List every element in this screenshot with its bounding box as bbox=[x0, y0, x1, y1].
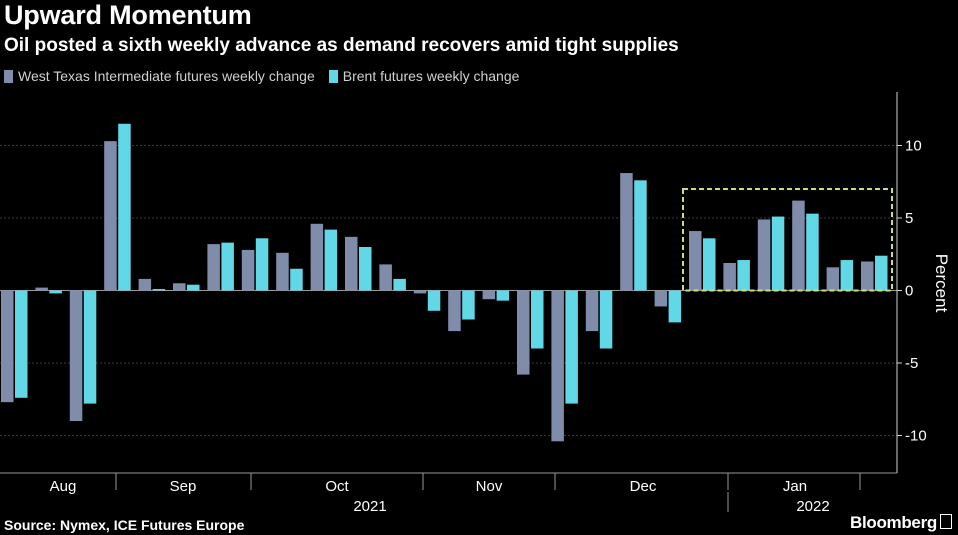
legend: West Texas Intermediate futures weekly c… bbox=[4, 68, 519, 84]
bar-wti bbox=[345, 236, 358, 291]
bar-brent bbox=[531, 290, 544, 349]
y-tick-label: -5 bbox=[905, 355, 918, 372]
bar-brent bbox=[118, 123, 131, 291]
bar-wti bbox=[723, 262, 736, 291]
bar-brent bbox=[359, 247, 372, 291]
bar-wti bbox=[69, 290, 83, 421]
legend-label-brent: Brent futures weekly change bbox=[342, 68, 520, 84]
bar-wti bbox=[654, 290, 668, 307]
y-tick-label: 10 bbox=[905, 138, 922, 155]
bar-wti bbox=[620, 173, 633, 291]
bar-wti bbox=[241, 249, 255, 291]
bar-wti bbox=[138, 278, 152, 291]
legend-label-wti: West Texas Intermediate futures weekly c… bbox=[18, 68, 315, 84]
bar-wti bbox=[104, 141, 117, 291]
bar-wti bbox=[310, 223, 324, 291]
x-month-label: Dec bbox=[630, 478, 657, 495]
bar-brent bbox=[806, 213, 819, 291]
bar-brent bbox=[393, 278, 406, 291]
brand-mark-icon bbox=[940, 514, 952, 529]
bar-wti bbox=[482, 290, 496, 300]
x-year-label: 2021 bbox=[353, 498, 386, 515]
bar-brent bbox=[187, 284, 200, 291]
brand-logo: Bloomberg bbox=[850, 513, 952, 533]
bar-brent bbox=[771, 216, 785, 291]
bar-brent bbox=[840, 260, 854, 291]
bar-brent bbox=[462, 290, 475, 320]
brand-name: Bloomberg bbox=[849, 513, 937, 532]
bar-wti bbox=[379, 264, 392, 291]
bar-brent bbox=[668, 290, 682, 323]
y-tick-label: 0 bbox=[905, 283, 913, 300]
bar-wti bbox=[585, 290, 599, 332]
bar-brent bbox=[152, 289, 166, 291]
y-tick-label: -10 bbox=[905, 428, 927, 445]
bar-brent bbox=[255, 238, 269, 291]
bar-brent bbox=[496, 290, 510, 301]
bar-wti bbox=[35, 287, 48, 291]
bar-brent bbox=[49, 290, 62, 294]
bar-wti bbox=[861, 261, 874, 291]
legend-swatch-wti bbox=[4, 69, 13, 83]
bar-wti bbox=[826, 267, 840, 291]
bar-wti bbox=[1, 290, 14, 403]
x-year-label: 2022 bbox=[796, 498, 829, 515]
x-month-label: Sep bbox=[170, 478, 197, 495]
bar-wti bbox=[448, 290, 461, 332]
y-tick-label: 5 bbox=[905, 210, 913, 227]
source-note: Source: Nymex, ICE Futures Europe bbox=[4, 517, 245, 533]
bar-wti bbox=[517, 290, 530, 375]
bar-wti bbox=[757, 219, 771, 291]
legend-item-brent: Brent futures weekly change bbox=[328, 68, 520, 84]
x-month-label: Nov bbox=[476, 478, 503, 495]
bar-brent bbox=[83, 290, 97, 404]
bar-wti bbox=[689, 231, 702, 291]
bar-wti bbox=[207, 244, 220, 291]
bar-brent bbox=[290, 268, 303, 291]
bar-wti bbox=[173, 283, 186, 291]
bar-brent bbox=[565, 290, 578, 404]
bar-brent bbox=[324, 229, 338, 291]
bar-wti bbox=[413, 290, 427, 294]
x-month-label: Aug bbox=[50, 478, 77, 495]
x-month-label: Jan bbox=[783, 478, 807, 495]
bar-brent bbox=[15, 290, 28, 398]
chart-title: Upward Momentum bbox=[4, 0, 252, 30]
bar-brent bbox=[703, 238, 716, 291]
bar-brent bbox=[427, 290, 441, 311]
bar-brent bbox=[875, 255, 888, 291]
highlight-box bbox=[682, 188, 893, 292]
y-axis-title: Percent bbox=[932, 254, 951, 313]
x-month-label: Oct bbox=[325, 478, 349, 495]
bar-brent bbox=[221, 242, 234, 291]
chart-subtitle: Oil posted a sixth weekly advance as dem… bbox=[4, 35, 679, 56]
legend-swatch-brent bbox=[328, 69, 338, 83]
bar-brent bbox=[599, 290, 613, 349]
bar-brent bbox=[737, 260, 750, 291]
legend-item-wti: West Texas Intermediate futures weekly c… bbox=[4, 68, 315, 84]
bar-wti bbox=[792, 200, 805, 291]
bar-wti bbox=[276, 252, 289, 291]
bar-brent bbox=[634, 180, 647, 291]
bar-wti bbox=[551, 290, 564, 442]
